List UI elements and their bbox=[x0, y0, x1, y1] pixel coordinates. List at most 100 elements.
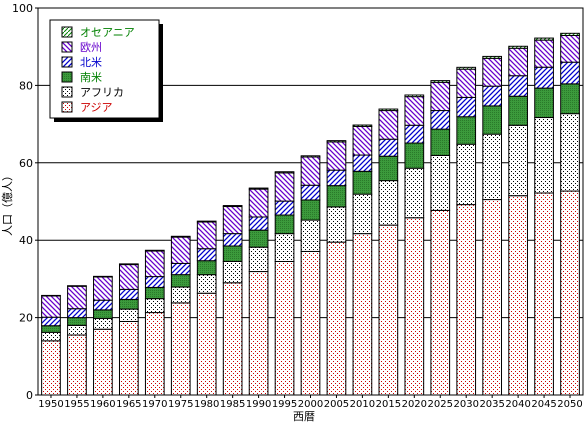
bar-2045-アフリカ bbox=[534, 117, 554, 194]
y-tick-label-60: 60 bbox=[19, 157, 33, 170]
bar-2015-アフリカ bbox=[378, 180, 399, 226]
bar-1985-欧州 bbox=[222, 206, 243, 235]
bar-2045-オセアニア bbox=[534, 37, 554, 41]
bar-1980-欧州 bbox=[196, 221, 217, 250]
bar-2030-欧州 bbox=[456, 68, 477, 98]
bar-1980-アフリカ bbox=[196, 274, 217, 294]
legend-label-アジア: アジア bbox=[80, 101, 113, 114]
x-tick-label-2005: 2005 bbox=[324, 399, 349, 410]
legend-label-欧州: 欧州 bbox=[80, 41, 102, 54]
x-tick-label-2035: 2035 bbox=[479, 399, 504, 410]
bar-1970-アフリカ bbox=[144, 298, 165, 314]
bar-2000-欧州 bbox=[300, 156, 321, 186]
bar-1950-オセアニア bbox=[41, 294, 61, 297]
bar-1960-北米 bbox=[93, 299, 113, 311]
y-tick-label-100: 100 bbox=[12, 2, 33, 15]
bar-1975-欧州 bbox=[170, 236, 191, 264]
bar-2040-アジア bbox=[508, 195, 528, 396]
bar-2040-南米 bbox=[508, 95, 528, 126]
bar-2025-北米 bbox=[430, 110, 451, 130]
bar-2000-オセアニア bbox=[300, 155, 321, 158]
bar-1970-北米 bbox=[144, 276, 165, 288]
x-tick-label-2050: 2050 bbox=[557, 399, 582, 410]
bar-2030-アジア bbox=[456, 204, 477, 396]
bar-2045-北米 bbox=[534, 66, 554, 89]
bar-2000-アジア bbox=[300, 250, 321, 396]
bar-1970-南米 bbox=[144, 286, 165, 300]
bar-1955-オセアニア bbox=[67, 285, 87, 287]
bar-2030-アフリカ bbox=[456, 143, 477, 206]
bar-2015-オセアニア bbox=[378, 108, 399, 112]
bar-1990-北米 bbox=[248, 216, 269, 231]
x-tick-label-2030: 2030 bbox=[453, 399, 478, 410]
bar-1960-南米 bbox=[93, 309, 113, 319]
legend-label-オセアニア: オセアニア bbox=[80, 26, 135, 39]
bar-1990-アジア bbox=[248, 271, 269, 396]
bar-2005-欧州 bbox=[326, 141, 347, 171]
bar-2045-欧州 bbox=[534, 39, 554, 68]
bar-1975-アジア bbox=[170, 302, 191, 396]
bar-2050-アフリカ bbox=[560, 113, 580, 192]
bar-1970-オセアニア bbox=[144, 249, 165, 252]
bar-1955-アフリカ bbox=[67, 324, 87, 336]
bar-1975-南米 bbox=[170, 274, 191, 288]
bar-2010-南米 bbox=[352, 170, 373, 195]
x-tick-label-1960: 1960 bbox=[90, 399, 115, 410]
bar-1975-アフリカ bbox=[170, 286, 191, 304]
bar-2020-南米 bbox=[404, 142, 425, 169]
x-tick-label-2020: 2020 bbox=[402, 399, 427, 410]
x-tick-label-1950: 1950 bbox=[38, 399, 63, 410]
bar-2015-南米 bbox=[378, 155, 399, 182]
x-tick-label-1990: 1990 bbox=[246, 399, 271, 410]
bar-2035-南米 bbox=[482, 105, 503, 135]
y-tick-label-0: 0 bbox=[26, 389, 33, 402]
bar-1990-オセアニア bbox=[248, 187, 269, 190]
bar-2045-アジア bbox=[534, 192, 554, 396]
bar-1995-南米 bbox=[274, 214, 295, 235]
legend-swatch-アジア bbox=[61, 101, 73, 113]
bar-2030-北米 bbox=[456, 96, 477, 118]
bar-2030-オセアニア bbox=[456, 66, 477, 70]
bar-2050-オセアニア bbox=[560, 32, 580, 36]
bar-1990-南米 bbox=[248, 229, 269, 248]
y-axis-label: 人口（億人） bbox=[1, 170, 14, 236]
bar-1995-アフリカ bbox=[274, 233, 295, 262]
x-axis-label: 西暦 bbox=[293, 410, 315, 423]
bar-1965-北米 bbox=[118, 288, 139, 300]
bar-2010-オセアニア bbox=[352, 124, 373, 127]
bar-1965-アフリカ bbox=[118, 308, 139, 322]
bar-2030-南米 bbox=[456, 116, 477, 145]
bar-1980-アジア bbox=[196, 292, 217, 396]
bar-1970-欧州 bbox=[144, 250, 165, 278]
x-tick-label-2000: 2000 bbox=[298, 399, 323, 410]
legend-swatch-アフリカ bbox=[61, 86, 73, 98]
bar-1950-北米 bbox=[41, 316, 61, 327]
bar-1995-アジア bbox=[274, 260, 295, 396]
bar-2040-オセアニア bbox=[508, 45, 528, 49]
legend-swatch-北米 bbox=[61, 56, 73, 68]
bar-1955-北米 bbox=[67, 308, 87, 319]
bar-1995-北米 bbox=[274, 200, 295, 216]
x-tick-label-1995: 1995 bbox=[272, 399, 297, 410]
bar-2025-南米 bbox=[430, 128, 451, 156]
bar-2040-北米 bbox=[508, 75, 528, 97]
bar-1985-南米 bbox=[222, 245, 243, 262]
bar-2005-南米 bbox=[326, 185, 347, 208]
bar-2010-アフリカ bbox=[352, 193, 373, 235]
bar-2045-南米 bbox=[534, 87, 554, 119]
bar-1965-南米 bbox=[118, 298, 139, 310]
x-tick-label-2045: 2045 bbox=[531, 399, 556, 410]
x-tick-label-1975: 1975 bbox=[168, 399, 193, 410]
legend-swatch-オセアニア bbox=[61, 26, 73, 38]
bar-2020-欧州 bbox=[404, 96, 425, 126]
legend-swatch-欧州 bbox=[61, 41, 73, 53]
bar-1950-欧州 bbox=[41, 295, 61, 318]
bar-2010-欧州 bbox=[352, 125, 373, 156]
legend-label-南米: 南米 bbox=[80, 71, 102, 84]
bar-2000-南米 bbox=[300, 199, 321, 221]
bar-1960-オセアニア bbox=[93, 275, 113, 278]
bar-2005-北米 bbox=[326, 169, 347, 187]
bar-2020-アジア bbox=[404, 217, 425, 396]
bar-2050-アジア bbox=[560, 190, 580, 396]
